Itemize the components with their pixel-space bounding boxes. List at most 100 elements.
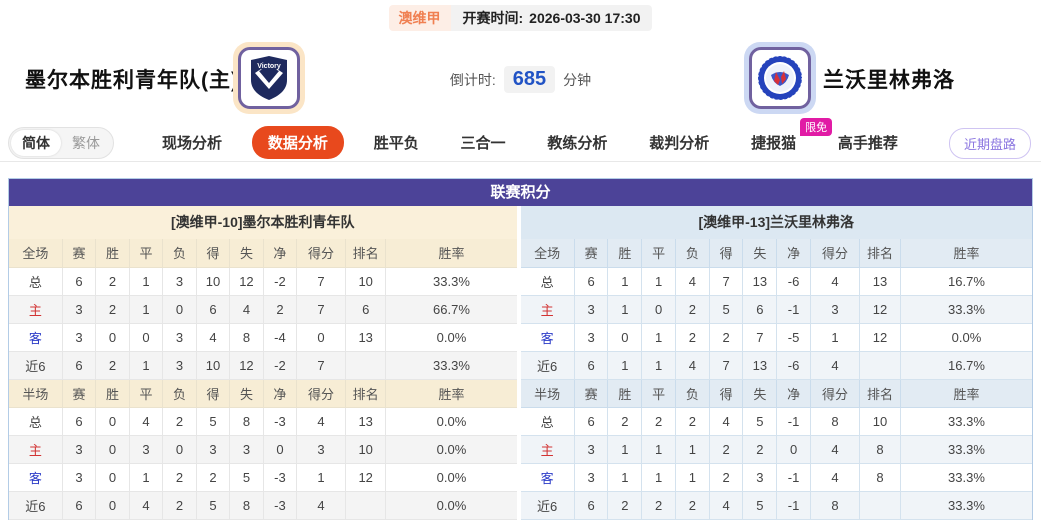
- away-club-badge-icon: [757, 55, 803, 101]
- stats-row: 主 3 2 1 0 6 4 2 7 6 66.7%: [9, 295, 517, 324]
- tab-live-analysis[interactable]: 现场分析: [162, 135, 223, 152]
- stat-cell: 6: [61, 267, 97, 296]
- tab-three-in-one[interactable]: 三合一: [460, 135, 506, 152]
- row-label: 主: [520, 435, 575, 464]
- stat-cell: 3: [573, 463, 609, 492]
- row-label: 客: [520, 323, 575, 352]
- recent-odds-button[interactable]: 近期盘路: [948, 128, 1031, 159]
- stat-cell: 4: [195, 323, 231, 352]
- stat-cell: 2: [674, 407, 710, 436]
- stat-cell: 7: [296, 295, 346, 324]
- league-tag[interactable]: 澳维甲: [388, 5, 451, 31]
- row-label: 总: [520, 267, 575, 296]
- stat-cell: 2: [607, 491, 643, 520]
- tab-expert-picks[interactable]: 高手推荐: [837, 135, 898, 152]
- tab-win-draw-lose[interactable]: 胜平负: [373, 135, 419, 152]
- stat-cell: 4: [674, 267, 710, 296]
- stat-cell: 10: [859, 407, 901, 436]
- column-header-cell: 得分: [296, 379, 346, 408]
- column-header-cell: 失: [229, 379, 264, 408]
- stat-cell: 12: [229, 267, 264, 296]
- kickoff-time: 开赛时间: 2026-03-30 17:30: [450, 5, 653, 31]
- stat-cell: 6: [61, 407, 97, 436]
- stat-cell: 2: [708, 323, 744, 352]
- stat-cell: 6: [344, 295, 387, 324]
- stat-cell: 6: [573, 351, 609, 380]
- lang-simplified[interactable]: 简体: [11, 130, 61, 156]
- kickoff-label: 开赛时间:: [462, 10, 524, 26]
- row-label: 近6: [9, 351, 63, 380]
- stat-cell: 2: [674, 295, 710, 324]
- stats-row: 主 3 0 3 0 3 3 0 3 10 0.0%: [9, 435, 517, 464]
- lang-traditional[interactable]: 繁体: [72, 135, 100, 151]
- stat-cell: 5: [229, 463, 264, 492]
- stat-cell: 3: [61, 435, 97, 464]
- stat-cell: 0: [95, 491, 130, 520]
- stat-cell: 4: [128, 407, 164, 436]
- stat-cell: 1: [641, 351, 676, 380]
- stat-cell: 5: [742, 407, 778, 436]
- stat-cell: -3: [262, 491, 298, 520]
- tab-referee-analysis[interactable]: 裁判分析: [649, 135, 710, 152]
- column-header-cell: 胜: [95, 239, 130, 268]
- tab-jiebao-cat-label: 捷报猫: [751, 135, 797, 152]
- stats-row: 客 3 0 1 2 2 5 -3 1 12 0.0%: [9, 463, 517, 492]
- stat-cell: 33.3%: [899, 491, 1032, 520]
- stat-cell: 1: [674, 463, 710, 492]
- stat-cell: -1: [776, 295, 811, 324]
- tab-data-analysis[interactable]: 数据分析: [251, 126, 344, 159]
- column-header-cell: 得分: [809, 239, 861, 268]
- stat-cell: 10: [344, 435, 387, 464]
- stat-cell: 8: [809, 491, 861, 520]
- stat-cell: 7: [742, 323, 778, 352]
- tab-coach-analysis[interactable]: 教练分析: [547, 135, 608, 152]
- stat-cell: 10: [195, 351, 231, 380]
- column-header-cell: 胜率: [385, 379, 517, 408]
- stat-cell: 33.3%: [899, 407, 1032, 436]
- stat-cell: 3: [809, 295, 861, 324]
- stat-cell: 3: [61, 463, 97, 492]
- stats-row: 客 3 0 1 2 2 7 -5 1 12 0.0%: [520, 323, 1032, 352]
- tab-jiebao-cat[interactable]: 捷报猫 限免: [739, 118, 833, 158]
- home-team-logo: Victory: [233, 42, 305, 114]
- nav-tabs: 现场分析 数据分析 胜平负 三合一 教练分析 裁判分析 捷报猫 限免 高手推荐: [150, 118, 910, 161]
- stat-cell: 0.0%: [385, 463, 517, 492]
- column-header-cell: 半场: [9, 379, 63, 408]
- row-label: 客: [9, 323, 63, 352]
- stat-cell: 3: [162, 351, 197, 380]
- stat-cell: 2: [162, 407, 197, 436]
- stat-cell: 3: [296, 435, 346, 464]
- stat-cell: 0: [95, 463, 130, 492]
- column-header-cell: 失: [229, 239, 264, 268]
- stat-cell: 2: [708, 463, 744, 492]
- row-label: 总: [9, 407, 63, 436]
- column-header-cell: 胜: [95, 379, 130, 408]
- column-header-cell: 排名: [859, 379, 901, 408]
- stat-cell: 0: [95, 435, 130, 464]
- stat-cell: 3: [61, 295, 97, 324]
- stat-cell: 0: [607, 323, 643, 352]
- standings-title: 联赛积分: [9, 179, 1032, 206]
- stat-cell: 1: [607, 267, 643, 296]
- stat-cell: 2: [95, 267, 130, 296]
- kickoff-value: 2026-03-30 17:30: [529, 10, 641, 26]
- stat-cell: 3: [229, 435, 264, 464]
- column-header-cell: 赛: [61, 379, 97, 408]
- column-header-row: 半场赛胜平负得失净得分 排名 胜率: [9, 379, 517, 408]
- column-header-cell: 赛: [573, 379, 609, 408]
- stat-cell: [859, 351, 901, 380]
- stat-cell: 5: [742, 491, 778, 520]
- row-label: 客: [520, 463, 575, 492]
- stats-row: 近6 6 2 1 3 10 12 -2 7 33.3%: [9, 351, 517, 380]
- stat-cell: 2: [641, 407, 676, 436]
- stats-row: 总 6 0 4 2 5 8 -3 4 13 0.0%: [9, 407, 517, 436]
- stat-cell: 0.0%: [385, 407, 517, 436]
- stat-cell: 2: [674, 491, 710, 520]
- stat-cell: 1: [128, 463, 164, 492]
- stat-cell: -5: [776, 323, 811, 352]
- column-header-cell: 平: [128, 239, 164, 268]
- stat-cell: 4: [809, 435, 861, 464]
- stat-cell: -1: [776, 463, 811, 492]
- stats-table: 全场赛胜平负得失净得分 排名 胜率总 6 1 1 4 7 13 -6 4 13 16.7% 主 3 1 0 2 5 6…: [520, 239, 1032, 520]
